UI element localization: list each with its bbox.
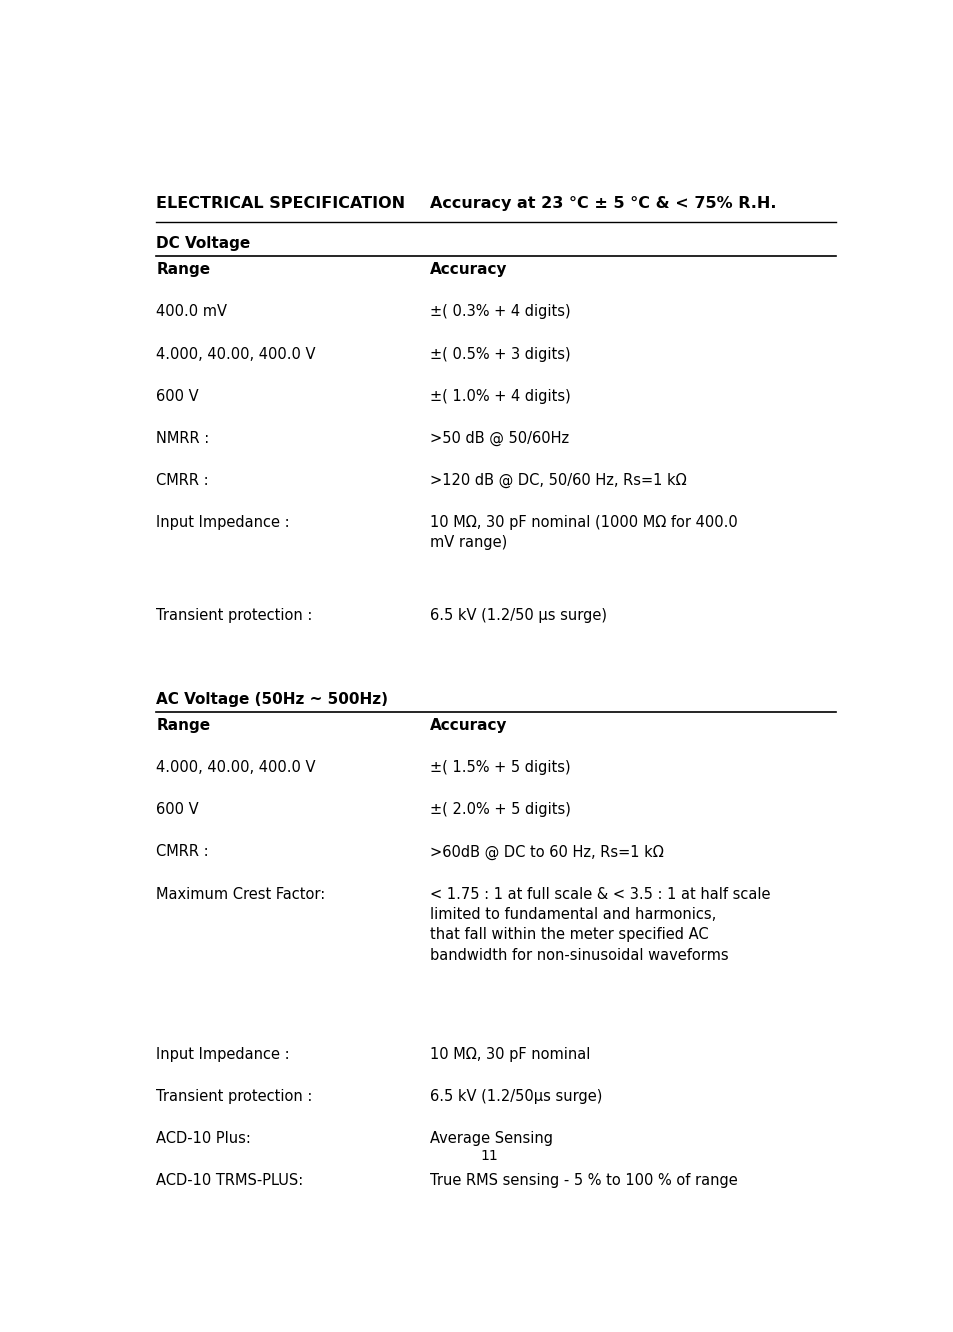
Text: Range: Range — [156, 718, 210, 734]
Text: 6.5 kV (1.2/50 μs surge): 6.5 kV (1.2/50 μs surge) — [429, 607, 606, 622]
Text: DC Voltage: DC Voltage — [156, 236, 251, 250]
Text: NMRR :: NMRR : — [156, 430, 210, 446]
Text: 10 MΩ, 30 pF nominal: 10 MΩ, 30 pF nominal — [429, 1047, 590, 1062]
Text: Accuracy at 23 °C ± 5 °C & < 75% R.H.: Accuracy at 23 °C ± 5 °C & < 75% R.H. — [429, 196, 776, 210]
Text: >60dB @ DC to 60 Hz, Rs=1 kΩ: >60dB @ DC to 60 Hz, Rs=1 kΩ — [429, 844, 663, 859]
Text: Maximum Crest Factor:: Maximum Crest Factor: — [156, 887, 325, 902]
Text: 11: 11 — [479, 1150, 497, 1163]
Text: Input Impedance :: Input Impedance : — [156, 1047, 290, 1062]
Text: 4.000, 40.00, 400.0 V: 4.000, 40.00, 400.0 V — [156, 346, 315, 361]
Text: ELECTRICAL SPECIFICATION: ELECTRICAL SPECIFICATION — [156, 196, 405, 210]
Text: ±( 1.0% + 4 digits): ±( 1.0% + 4 digits) — [429, 389, 570, 404]
Text: 6.5 kV (1.2/50μs surge): 6.5 kV (1.2/50μs surge) — [429, 1090, 601, 1104]
Text: AC Voltage (50Hz ~ 500Hz): AC Voltage (50Hz ~ 500Hz) — [156, 691, 388, 707]
Text: ±( 1.5% + 5 digits): ±( 1.5% + 5 digits) — [429, 761, 570, 775]
Text: 4.000, 40.00, 400.0 V: 4.000, 40.00, 400.0 V — [156, 761, 315, 775]
Text: ±( 0.5% + 3 digits): ±( 0.5% + 3 digits) — [429, 346, 570, 361]
Text: < 1.75 : 1 at full scale & < 3.5 : 1 at half scale
limited to fundamental and ha: < 1.75 : 1 at full scale & < 3.5 : 1 at … — [429, 887, 769, 963]
Text: ±( 0.3% + 4 digits): ±( 0.3% + 4 digits) — [429, 305, 570, 320]
Text: CMRR :: CMRR : — [156, 844, 209, 859]
Text: True RMS sensing - 5 % to 100 % of range: True RMS sensing - 5 % to 100 % of range — [429, 1173, 737, 1188]
Text: 600 V: 600 V — [156, 389, 198, 404]
Text: Transient protection :: Transient protection : — [156, 1090, 313, 1104]
Text: ACD-10 TRMS-PLUS:: ACD-10 TRMS-PLUS: — [156, 1173, 303, 1188]
Text: Transient protection :: Transient protection : — [156, 607, 313, 622]
Text: 600 V: 600 V — [156, 802, 198, 818]
Text: Accuracy: Accuracy — [429, 262, 507, 277]
Text: CMRR :: CMRR : — [156, 473, 209, 488]
Text: 10 MΩ, 30 pF nominal (1000 MΩ for 400.0
mV range): 10 MΩ, 30 pF nominal (1000 MΩ for 400.0 … — [429, 514, 737, 550]
Text: Accuracy: Accuracy — [429, 718, 507, 734]
Text: >50 dB @ 50/60Hz: >50 dB @ 50/60Hz — [429, 430, 568, 446]
Text: ACD-10 Plus:: ACD-10 Plus: — [156, 1131, 251, 1146]
Text: ±( 2.0% + 5 digits): ±( 2.0% + 5 digits) — [429, 802, 570, 818]
Text: Average Sensing: Average Sensing — [429, 1131, 552, 1146]
Text: 400.0 mV: 400.0 mV — [156, 305, 227, 320]
Text: Range: Range — [156, 262, 210, 277]
Text: >120 dB @ DC, 50/60 Hz, Rs=1 kΩ: >120 dB @ DC, 50/60 Hz, Rs=1 kΩ — [429, 473, 685, 488]
Text: Input Impedance :: Input Impedance : — [156, 514, 290, 530]
